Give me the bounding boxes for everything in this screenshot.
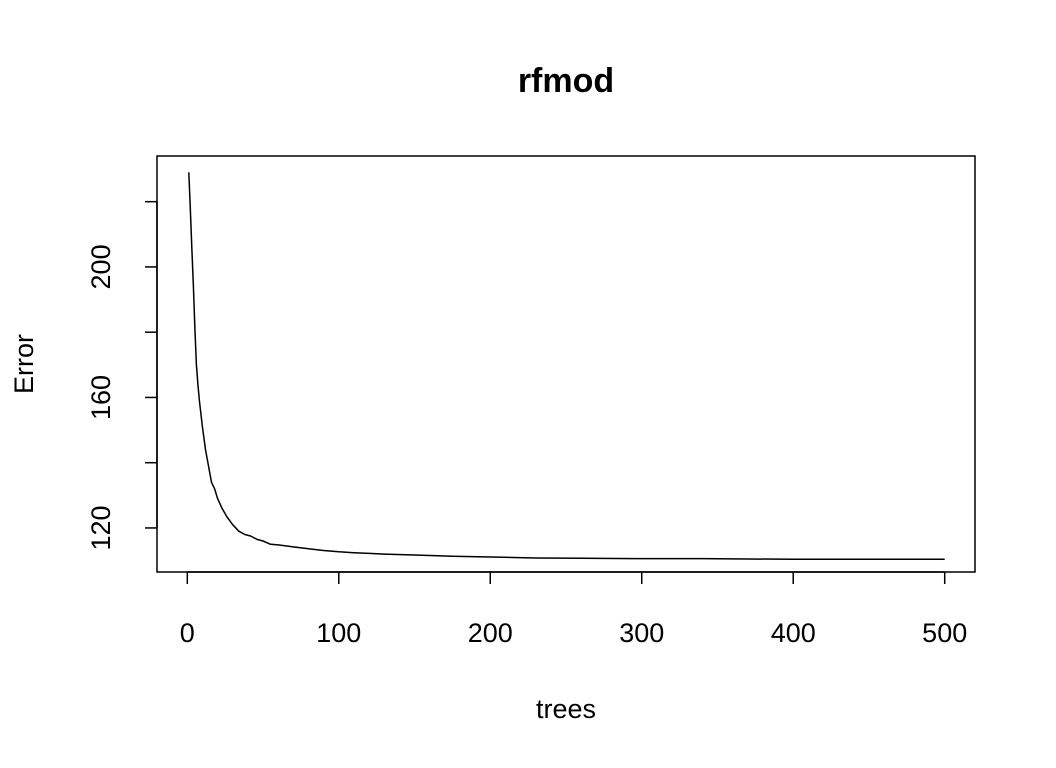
x-tick-label: 300: [619, 618, 664, 648]
series-layer: [188, 172, 945, 561]
y-axis-label: Error: [9, 334, 39, 394]
x-tick-label: 200: [468, 618, 513, 648]
y-tick-label: 120: [86, 505, 116, 550]
y-axis: 120 160 200: [86, 200, 158, 550]
x-tick-label: 400: [771, 618, 816, 648]
y-tick-label: 160: [86, 375, 116, 420]
error-series-line: [188, 172, 945, 561]
x-tick-label: 0: [180, 618, 195, 648]
x-axis: 0 100 200 300 400 500: [180, 571, 967, 648]
plot-frame: [156, 155, 976, 573]
x-tick-label: 100: [316, 618, 361, 648]
chart-title: rfmod: [518, 62, 614, 100]
x-axis-label: trees: [536, 694, 596, 724]
x-tick-label: 500: [922, 618, 967, 648]
y-tick-label: 200: [86, 244, 116, 289]
